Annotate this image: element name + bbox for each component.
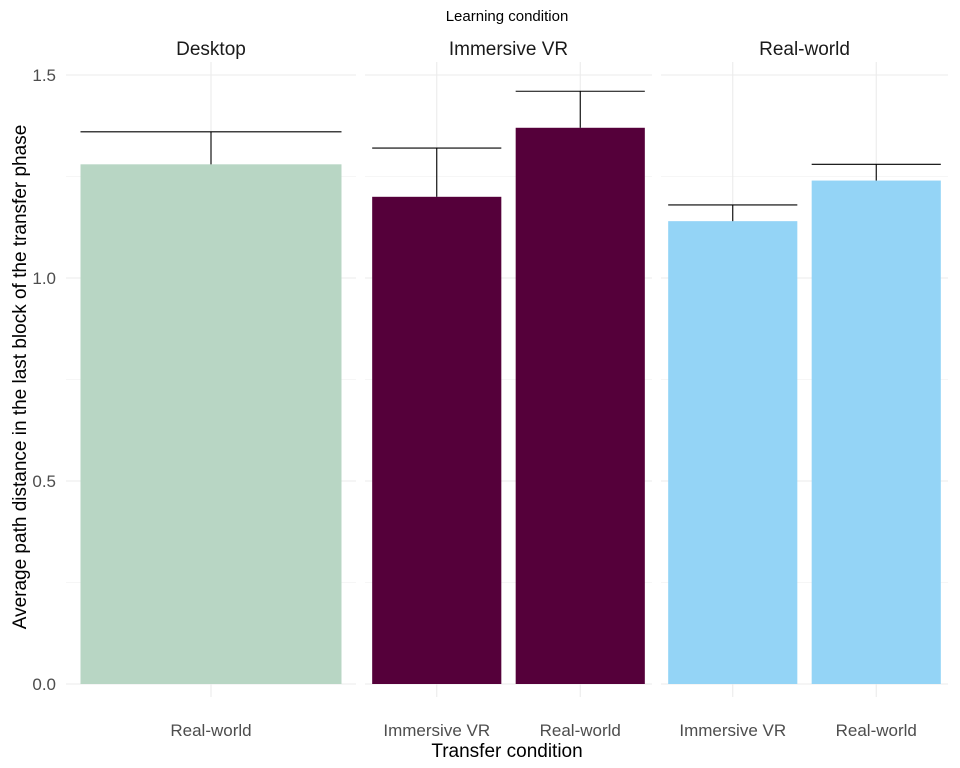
bar <box>515 127 645 684</box>
bars-layer <box>80 127 941 685</box>
x-axis-title: Transfer condition <box>431 741 582 762</box>
facet-label: Real-world <box>759 39 850 60</box>
y-axis-title: Average path distance in the last block … <box>10 125 31 630</box>
bar <box>372 196 502 685</box>
y-tick-label: 0.5 <box>32 472 56 491</box>
y-tick-label: 1.5 <box>32 66 56 85</box>
text-layer: Desktop Real-world Immersive VR Immersive V… <box>32 39 917 740</box>
x-tick-label: Real-world <box>836 721 917 740</box>
x-tick-label: Immersive VR <box>679 721 786 740</box>
facet-label: Immersive VR <box>449 39 568 60</box>
bar <box>811 180 941 684</box>
error-bars-layer <box>80 90 941 222</box>
bar <box>668 221 798 684</box>
x-tick-label: Real-world <box>170 721 251 740</box>
bar <box>80 164 342 684</box>
chart-title: Learning condition <box>446 8 569 25</box>
x-tick-label: Real-world <box>540 721 621 740</box>
x-tick-label: Immersive VR <box>383 721 490 740</box>
y-tick-label: 1.0 <box>32 269 56 288</box>
facet-label: Desktop <box>176 39 246 60</box>
y-tick-label: 0.0 <box>32 675 56 694</box>
